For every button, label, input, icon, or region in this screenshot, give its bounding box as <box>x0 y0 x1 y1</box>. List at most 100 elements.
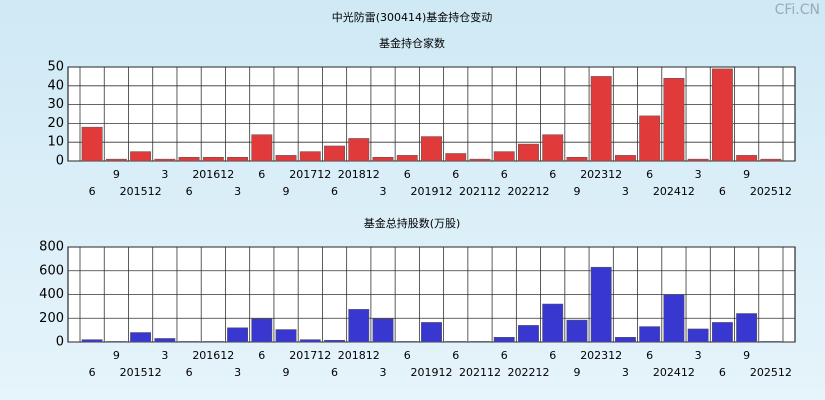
watermark: CFi.CN <box>775 2 820 18</box>
bar <box>299 151 321 162</box>
bar <box>493 337 515 343</box>
bar <box>542 303 564 343</box>
y-tick-label: 20 <box>47 116 64 131</box>
y-tick-label: 200 <box>39 311 64 326</box>
x-tick-label: 202512 <box>750 185 792 198</box>
bar <box>614 337 636 343</box>
x-tick-label: 6 <box>646 168 653 181</box>
bar <box>566 156 588 162</box>
bar <box>324 339 345 343</box>
x-tick-label: 6 <box>89 185 96 198</box>
bar <box>590 266 612 343</box>
x-tick-label: 9 <box>283 185 290 198</box>
x-tick-label: 202212 <box>507 366 549 379</box>
bar <box>445 153 467 162</box>
bar <box>711 68 733 162</box>
bar <box>518 143 539 162</box>
chart-title: 基金持仓家数 <box>379 36 445 50</box>
bar <box>130 151 152 162</box>
bar <box>251 318 273 343</box>
x-tick-label: 202412 <box>653 185 695 198</box>
x-tick-label: 201812 <box>338 168 380 181</box>
bar <box>275 329 297 343</box>
bar <box>687 158 709 162</box>
x-tick-label: 201612 <box>192 349 234 362</box>
x-tick-label: 6 <box>186 366 193 379</box>
y-tick-label: 0 <box>56 154 64 169</box>
x-tick-label: 6 <box>404 168 411 181</box>
x-tick-label: 201912 <box>411 366 453 379</box>
x-tick-label: 3 <box>695 168 702 181</box>
bar <box>639 326 661 343</box>
bar <box>105 341 127 343</box>
y-tick-label: 10 <box>47 135 64 150</box>
x-tick-label: 3 <box>380 366 387 379</box>
y-tick-label: 0 <box>56 335 64 350</box>
x-tick-label: 201612 <box>192 168 234 181</box>
x-tick-label: 201512 <box>120 185 162 198</box>
bar <box>251 134 273 162</box>
y-tick-label: 400 <box>39 287 64 302</box>
x-tick-label: 3 <box>380 185 387 198</box>
bar <box>324 145 345 162</box>
chart-title: 基金总持股数(万股) <box>364 216 461 230</box>
bar <box>736 313 758 343</box>
bar <box>202 156 224 162</box>
bar <box>372 156 394 162</box>
x-tick-label: 3 <box>622 366 629 379</box>
bar <box>154 158 176 162</box>
bar <box>202 341 224 343</box>
bar <box>493 151 515 162</box>
bar <box>590 76 612 162</box>
x-tick-label: 6 <box>549 168 556 181</box>
x-tick-label: 202312 <box>580 349 622 362</box>
bar <box>81 339 103 343</box>
x-tick-label: 6 <box>501 349 508 362</box>
x-tick-label: 6 <box>404 349 411 362</box>
x-tick-label: 6 <box>331 366 338 379</box>
x-tick-label: 6 <box>719 185 726 198</box>
bar <box>105 158 127 162</box>
bar <box>566 319 588 343</box>
x-tick-label: 6 <box>452 168 459 181</box>
x-tick-label: 6 <box>452 349 459 362</box>
bar <box>469 158 491 162</box>
bar <box>299 339 321 343</box>
x-tick-label: 6 <box>89 366 96 379</box>
bar <box>760 341 782 343</box>
bar <box>736 155 758 162</box>
y-tick-label: 40 <box>47 78 64 93</box>
x-tick-label: 201512 <box>120 366 162 379</box>
x-tick-label: 9 <box>113 349 120 362</box>
x-tick-label: 9 <box>283 366 290 379</box>
x-tick-label: 9 <box>743 168 750 181</box>
x-tick-label: 3 <box>622 185 629 198</box>
bar <box>348 309 370 343</box>
x-tick-label: 6 <box>646 349 653 362</box>
bar <box>760 158 782 162</box>
x-tick-label: 6 <box>186 185 193 198</box>
x-tick-label: 3 <box>161 349 168 362</box>
x-tick-label: 3 <box>234 185 241 198</box>
x-tick-label: 201912 <box>411 185 453 198</box>
bar <box>639 115 661 162</box>
bar <box>542 134 564 162</box>
x-tick-label: 202112 <box>459 185 501 198</box>
x-tick-label: 201712 <box>289 168 331 181</box>
x-tick-label: 201812 <box>338 349 380 362</box>
y-tick-label: 800 <box>39 240 64 255</box>
bar <box>396 155 418 162</box>
x-tick-label: 202512 <box>750 366 792 379</box>
bar <box>421 322 442 343</box>
bar <box>518 325 539 343</box>
bar <box>178 341 200 343</box>
x-tick-label: 6 <box>258 349 265 362</box>
x-tick-label: 6 <box>331 185 338 198</box>
x-tick-label: 9 <box>573 366 580 379</box>
x-tick-label: 202412 <box>653 366 695 379</box>
x-tick-label: 6 <box>719 366 726 379</box>
bar <box>81 126 103 162</box>
x-tick-label: 202212 <box>507 185 549 198</box>
bar <box>663 78 685 162</box>
